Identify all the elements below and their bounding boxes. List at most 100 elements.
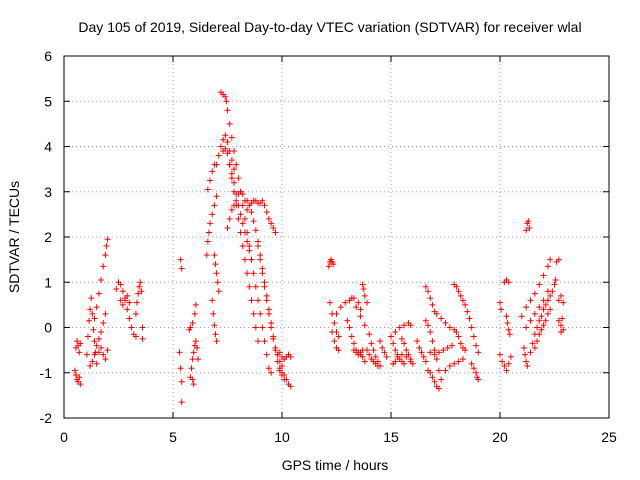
series-arc-h (117, 292, 133, 308)
data-point (350, 340, 357, 347)
data-point (462, 301, 469, 308)
data-point (126, 315, 133, 322)
data-point (506, 331, 513, 338)
data-point (523, 304, 530, 311)
data-point (473, 369, 480, 376)
x-tick-label: 5 (169, 429, 177, 445)
series-arc-k (176, 349, 185, 406)
x-axis-label: GPS time / hours (282, 457, 389, 473)
data-point (520, 344, 527, 351)
data-point (268, 324, 275, 331)
data-point (103, 243, 110, 250)
series-arc-a (72, 338, 84, 356)
data-point (431, 378, 438, 385)
data-point (100, 263, 107, 270)
data-point (71, 367, 78, 374)
grid (64, 56, 609, 418)
data-point (505, 360, 512, 367)
data-point (523, 227, 530, 234)
series-arc-bf (518, 256, 554, 320)
data-point (466, 315, 473, 322)
data-point (407, 356, 414, 363)
data-point (540, 306, 547, 313)
data-points (71, 89, 567, 406)
data-point (558, 292, 565, 299)
data-point (178, 399, 185, 406)
data-point (383, 353, 390, 360)
data-point (555, 256, 562, 263)
x-tick-label: 10 (274, 429, 290, 445)
data-point (394, 353, 401, 360)
series-arc-r (213, 132, 238, 173)
series-arc-bm (555, 292, 567, 306)
data-point (100, 319, 107, 326)
data-point (233, 191, 240, 198)
data-point (228, 157, 235, 164)
data-point (177, 256, 184, 263)
data-point (241, 256, 248, 263)
data-point (531, 290, 538, 297)
data-point (98, 329, 105, 336)
data-point (263, 209, 270, 216)
data-point (119, 301, 126, 308)
data-point (287, 353, 294, 360)
data-point (134, 299, 141, 306)
data-point (368, 340, 375, 347)
data-point (263, 351, 270, 358)
data-point (401, 360, 408, 367)
data-point (128, 324, 135, 331)
data-point (527, 317, 534, 324)
data-point (235, 175, 242, 182)
chart-title: Day 105 of 2019, Sidereal Day-to-day VTE… (78, 19, 581, 35)
data-point (370, 347, 377, 354)
series-arc-o (203, 193, 220, 259)
data-point (348, 333, 355, 340)
data-point (446, 324, 453, 331)
data-point (252, 283, 259, 290)
series-arc-bj (549, 276, 559, 295)
data-point (326, 299, 333, 306)
series-arc-at (425, 367, 442, 392)
x-tick-label: 25 (601, 429, 617, 445)
data-point (102, 310, 109, 317)
data-point (87, 362, 94, 369)
series-arc-ad (329, 329, 342, 354)
data-point (139, 335, 146, 342)
data-point (250, 310, 257, 317)
data-point (237, 211, 244, 218)
data-point (215, 152, 222, 159)
data-point (446, 362, 453, 369)
data-point (523, 324, 530, 331)
data-point (235, 215, 242, 222)
data-point (124, 306, 131, 313)
series-arc-g (113, 279, 139, 340)
series-arc-d (87, 310, 109, 369)
data-point (449, 342, 456, 349)
data-point (529, 340, 536, 347)
data-point (84, 333, 91, 340)
data-point (372, 353, 379, 360)
data-point (427, 349, 434, 356)
data-point (346, 324, 353, 331)
data-point (429, 374, 436, 381)
data-point (215, 288, 222, 295)
data-point (205, 229, 212, 236)
ticks (63, 55, 610, 419)
data-point (190, 381, 197, 388)
data-point (220, 136, 227, 143)
y-tick-label: 3 (44, 184, 52, 200)
data-point (137, 279, 144, 286)
data-point (117, 281, 124, 288)
series-arc-ab (325, 256, 337, 270)
x-tick-label: 0 (60, 429, 68, 445)
data-point (272, 229, 279, 236)
series-arc-bg (523, 288, 551, 331)
data-point (98, 344, 105, 351)
data-point (276, 349, 283, 356)
data-point (429, 338, 436, 345)
data-point (276, 365, 283, 372)
series-arc-bd (520, 344, 531, 369)
data-point (265, 310, 272, 317)
data-point (217, 143, 224, 150)
series-arc-f (95, 344, 111, 363)
